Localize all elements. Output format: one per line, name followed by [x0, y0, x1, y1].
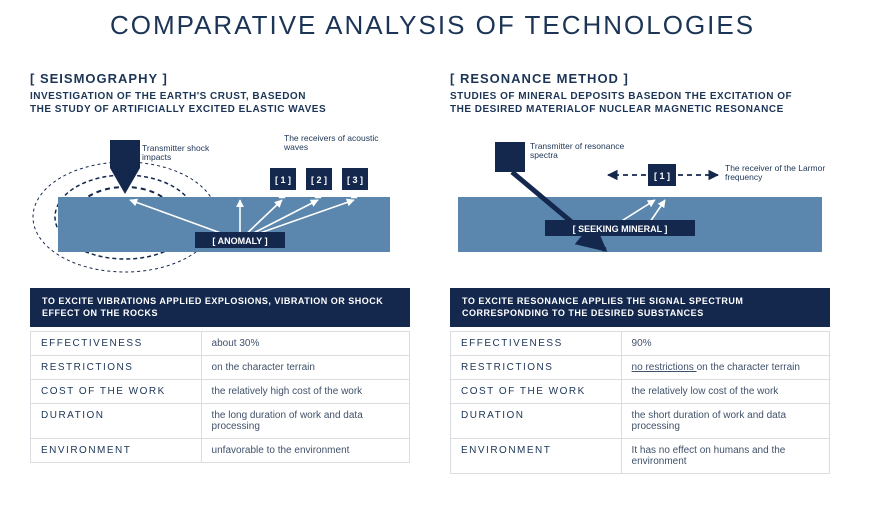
row-label: EFFECTIVENESS: [31, 332, 202, 356]
resonance-receiver-box-label: [ 1 ]: [654, 171, 670, 181]
row-label: COST OF THE WORK: [451, 380, 622, 404]
table-row: COST OF THE WORKthe relatively high cost…: [31, 380, 410, 404]
resonance-svg: [ 1 ] [ SEEKING MINERAL ] Transmitter of…: [450, 122, 830, 282]
table-row: DURATIONthe short duration of work and d…: [451, 404, 830, 439]
resonance-receiver-label: The receiver of the Larmor frequency: [725, 164, 830, 183]
row-value: the long duration of work and data proce…: [201, 404, 409, 439]
row-value: about 30%: [201, 332, 409, 356]
row-label: ENVIRONMENT: [451, 439, 622, 474]
resonance-column: [ RESONANCE METHOD ] STUDIES OF MINERAL …: [450, 71, 830, 474]
seeking-label: [ SEEKING MINERAL ]: [573, 224, 668, 234]
row-label: COST OF THE WORK: [31, 380, 202, 404]
table-row: EFFECTIVENESS90%: [451, 332, 830, 356]
receiver-3-label: [ 3 ]: [347, 175, 363, 185]
resonance-diagram: [ 1 ] [ SEEKING MINERAL ] Transmitter of…: [450, 122, 830, 282]
table-row: RESTRICTIONSon the character terrain: [31, 356, 410, 380]
seismo-diagram: [ 1 ] [ 2 ] [ 3 ]: [30, 122, 410, 282]
receiver-1-label: [ 1 ]: [275, 175, 291, 185]
resonance-table: EFFECTIVENESS90%RESTRICTIONSno restricti…: [450, 331, 830, 474]
table-row: ENVIRONMENTIt has no effect on humans an…: [451, 439, 830, 474]
seismo-desc: INVESTIGATION OF THE EARTH'S CRUST, BASE…: [30, 90, 330, 116]
row-value: It has no effect on humans and the envir…: [621, 439, 829, 474]
row-value: 90%: [621, 332, 829, 356]
row-value: the relatively high cost of the work: [201, 380, 409, 404]
page-title: COMPARATIVE ANALYSIS OF TECHNOLOGIES: [110, 10, 839, 41]
row-label: EFFECTIVENESS: [451, 332, 622, 356]
row-value: no restrictions on the character terrain: [621, 356, 829, 380]
table-row: RESTRICTIONSno restrictions on the chara…: [451, 356, 830, 380]
row-value: unfavorable to the environment: [201, 439, 409, 463]
row-label: RESTRICTIONS: [31, 356, 202, 380]
resonance-desc: STUDIES OF MINERAL DEPOSITS BASEDON THE …: [450, 90, 800, 116]
receivers-caption: The receivers of acoustic waves: [284, 134, 394, 153]
seismo-caption: TO EXCITE VIBRATIONS APPLIED EXPLOSIONS,…: [30, 288, 410, 327]
table-row: DURATIONthe long duration of work and da…: [31, 404, 410, 439]
anomaly-label: [ ANOMALY ]: [212, 236, 267, 246]
resonance-caption: TO EXCITE RESONANCE APPLIES THE SIGNAL S…: [450, 288, 830, 327]
receiver-2-label: [ 2 ]: [311, 175, 327, 185]
seismo-svg: [ 1 ] [ 2 ] [ 3 ]: [30, 122, 410, 282]
receiver-boxes: [ 1 ] [ 2 ] [ 3 ]: [270, 168, 368, 190]
seismo-table: EFFECTIVENESSabout 30%RESTRICTIONSon the…: [30, 331, 410, 463]
receiver-entry-arrows: [282, 192, 354, 197]
row-value: on the character terrain: [201, 356, 409, 380]
row-label: DURATION: [31, 404, 202, 439]
row-value: the short duration of work and data proc…: [621, 404, 829, 439]
columns-container: [ SEISMOGRAPHY ] INVESTIGATION OF THE EA…: [30, 71, 839, 474]
row-label: RESTRICTIONS: [451, 356, 622, 380]
transmitter-label: Transmitter shock impacts: [142, 144, 232, 163]
row-label: ENVIRONMENT: [31, 439, 202, 463]
table-row: EFFECTIVENESSabout 30%: [31, 332, 410, 356]
transmitter-icon: [110, 140, 140, 194]
table-row: COST OF THE WORKthe relatively low cost …: [451, 380, 830, 404]
row-value: the relatively low cost of the work: [621, 380, 829, 404]
resonance-transmitter-icon: [495, 142, 525, 172]
row-label: DURATION: [451, 404, 622, 439]
table-row: ENVIRONMENTunfavorable to the environmen…: [31, 439, 410, 463]
seismography-column: [ SEISMOGRAPHY ] INVESTIGATION OF THE EA…: [30, 71, 410, 474]
seismo-heading: [ SEISMOGRAPHY ]: [30, 71, 410, 86]
resonance-transmitter-label: Transmitter of resonance spectra: [530, 142, 640, 161]
resonance-heading: [ RESONANCE METHOD ]: [450, 71, 830, 86]
